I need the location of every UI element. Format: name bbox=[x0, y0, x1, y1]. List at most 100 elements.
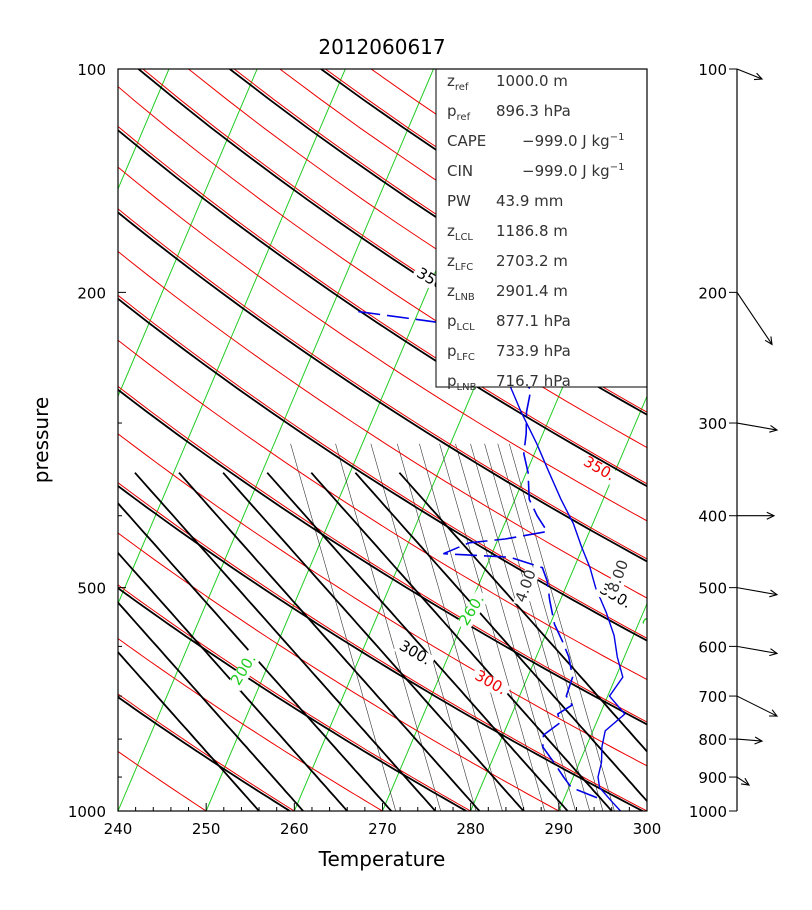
wind-arrow bbox=[736, 645, 778, 654]
moist-adiabat-line bbox=[118, 551, 348, 811]
info-superscript: −1 bbox=[610, 162, 625, 173]
wind-axis-label: 200 bbox=[698, 284, 727, 302]
mixing-ratio-line bbox=[470, 443, 576, 811]
moist-adiabat-line bbox=[178, 472, 481, 811]
moist-adiabat-line bbox=[118, 601, 304, 811]
moist-adiabat-line bbox=[398, 472, 647, 753]
info-subscript: ref bbox=[455, 82, 469, 93]
info-subscript: LCL bbox=[455, 232, 474, 243]
mixing-ratio-label-bg bbox=[513, 565, 541, 608]
dry-adiabat-label: 400. bbox=[730, 204, 768, 236]
wind-arrow bbox=[736, 695, 778, 717]
wind-arrow bbox=[736, 422, 778, 431]
mixing-ratio-line bbox=[290, 443, 396, 811]
y-axis-label: pressure bbox=[29, 397, 53, 483]
dry-adiabat-line bbox=[118, 532, 560, 811]
moist-adiabat-label: 400. bbox=[725, 216, 763, 248]
mixing-ratio-label-bg bbox=[646, 561, 647, 605]
dry-adiabat-line bbox=[118, 208, 647, 560]
wind-arrow bbox=[736, 776, 750, 786]
axes: 240 250 260 270 280 290 300 100 200 500 1000 bbox=[68, 61, 662, 838]
isotherm-line bbox=[118, 69, 434, 811]
wind-arrow-head bbox=[769, 424, 779, 433]
wind-arrow bbox=[736, 587, 778, 596]
isotherm-line bbox=[118, 69, 170, 191]
moist-adiabat-line bbox=[266, 472, 569, 811]
isotherm-line bbox=[735, 69, 812, 811]
info-subscript: LCL bbox=[457, 322, 476, 333]
x-tick-label: 290 bbox=[545, 820, 574, 838]
x-tick-label: 300 bbox=[633, 820, 662, 838]
moist-adiabat-line bbox=[118, 211, 647, 563]
mixing-ratio-line bbox=[370, 443, 477, 811]
moist-adiabat-line bbox=[0, 69, 114, 811]
mixing-ratio-label: 8.00 bbox=[604, 557, 632, 595]
wind-axis-label: 400 bbox=[698, 508, 727, 526]
x-tick-label: 280 bbox=[456, 820, 485, 838]
wind-arrow-head bbox=[741, 777, 751, 786]
moist-adiabat-line bbox=[222, 472, 525, 811]
x-tick-label: 250 bbox=[192, 820, 221, 838]
wind-axis-label: 100 bbox=[698, 61, 727, 79]
info-subscript: LNB bbox=[455, 292, 475, 303]
moist-adiabat-line bbox=[118, 297, 647, 642]
info-subscript: ref bbox=[457, 112, 471, 123]
dry-adiabat-line bbox=[118, 433, 647, 767]
dry-adiabat-label-bg bbox=[577, 453, 620, 487]
moist-adiabat-label-bg bbox=[393, 637, 436, 671]
isotherm-line bbox=[118, 69, 346, 605]
info-subscript: LNB bbox=[457, 382, 477, 393]
dry-adiabat-line bbox=[118, 810, 119, 811]
dry-adiabat-label-bg bbox=[468, 667, 512, 701]
info-value: 877.1 hPa bbox=[496, 312, 571, 330]
dry-adiabat-line bbox=[118, 250, 647, 599]
dry-adiabat-line bbox=[118, 637, 383, 811]
isotherm-line bbox=[470, 394, 647, 811]
x-tick-label: 240 bbox=[104, 820, 133, 838]
mixing-ratio-line bbox=[484, 443, 590, 811]
mixing-ratio-line bbox=[509, 443, 615, 811]
moist-adiabat-line bbox=[134, 472, 437, 811]
wind-arrow-head bbox=[769, 589, 779, 598]
moist-adiabat-label-bg bbox=[722, 217, 764, 250]
mixing-ratio-label: 4.00 bbox=[511, 567, 539, 605]
moist-adiabat-line bbox=[118, 650, 260, 811]
moist-adiabat-line bbox=[118, 696, 291, 811]
info-box-frame bbox=[435, 68, 648, 388]
info-value: 733.9 hPa bbox=[496, 342, 571, 360]
wind-axis-label: 700 bbox=[698, 688, 727, 706]
wind-arrow bbox=[736, 738, 763, 742]
isotherm-line bbox=[118, 69, 258, 398]
isotherm-label: 280. bbox=[639, 594, 672, 632]
wind-axis-label: 900 bbox=[698, 769, 727, 787]
isotherm-lines bbox=[118, 69, 812, 811]
dry-adiabat-line bbox=[118, 584, 471, 811]
x-axis-label: Temperature bbox=[318, 847, 446, 871]
moist-adiabat-line bbox=[118, 388, 647, 726]
dry-adiabat-line bbox=[118, 166, 647, 522]
info-subscript: LFC bbox=[455, 262, 473, 273]
mixing-ratio-line bbox=[397, 443, 503, 811]
moist-adiabat-line bbox=[354, 472, 647, 803]
wind-arrow-head bbox=[753, 72, 764, 81]
chart-title: 2012060617 bbox=[318, 35, 445, 59]
pressure-tick-label: 500 bbox=[77, 580, 106, 598]
dry-adiabat-line bbox=[118, 482, 647, 811]
info-value: 2901.4 m bbox=[496, 282, 568, 300]
dewpoint-profile-line bbox=[355, 310, 598, 799]
info-value: 1186.8 m bbox=[496, 222, 568, 240]
moist-adiabat-label-bg bbox=[593, 580, 636, 614]
wind-axis-label: 500 bbox=[698, 580, 727, 598]
moist-adiabat-line bbox=[118, 501, 392, 811]
isotherm-label-bg bbox=[455, 589, 490, 632]
dry-adiabat-line bbox=[118, 750, 207, 811]
x-tick-label: 260 bbox=[280, 820, 309, 838]
isotherm-line bbox=[646, 809, 647, 811]
pressure-tick-label: 1000 bbox=[68, 803, 106, 821]
pressure-tick-label: 200 bbox=[77, 284, 106, 302]
info-value: 716.7 hPa bbox=[496, 372, 571, 390]
wind-axis-label: 800 bbox=[698, 731, 727, 749]
mixing-ratio-line bbox=[497, 443, 604, 811]
isotherm-label-bg bbox=[227, 649, 262, 692]
